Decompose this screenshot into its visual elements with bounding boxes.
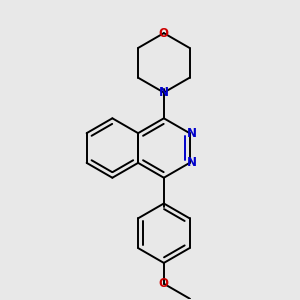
Text: N: N xyxy=(187,156,197,170)
Text: N: N xyxy=(159,86,169,99)
Text: N: N xyxy=(187,127,197,140)
Text: O: O xyxy=(159,27,169,40)
Text: O: O xyxy=(159,277,169,290)
